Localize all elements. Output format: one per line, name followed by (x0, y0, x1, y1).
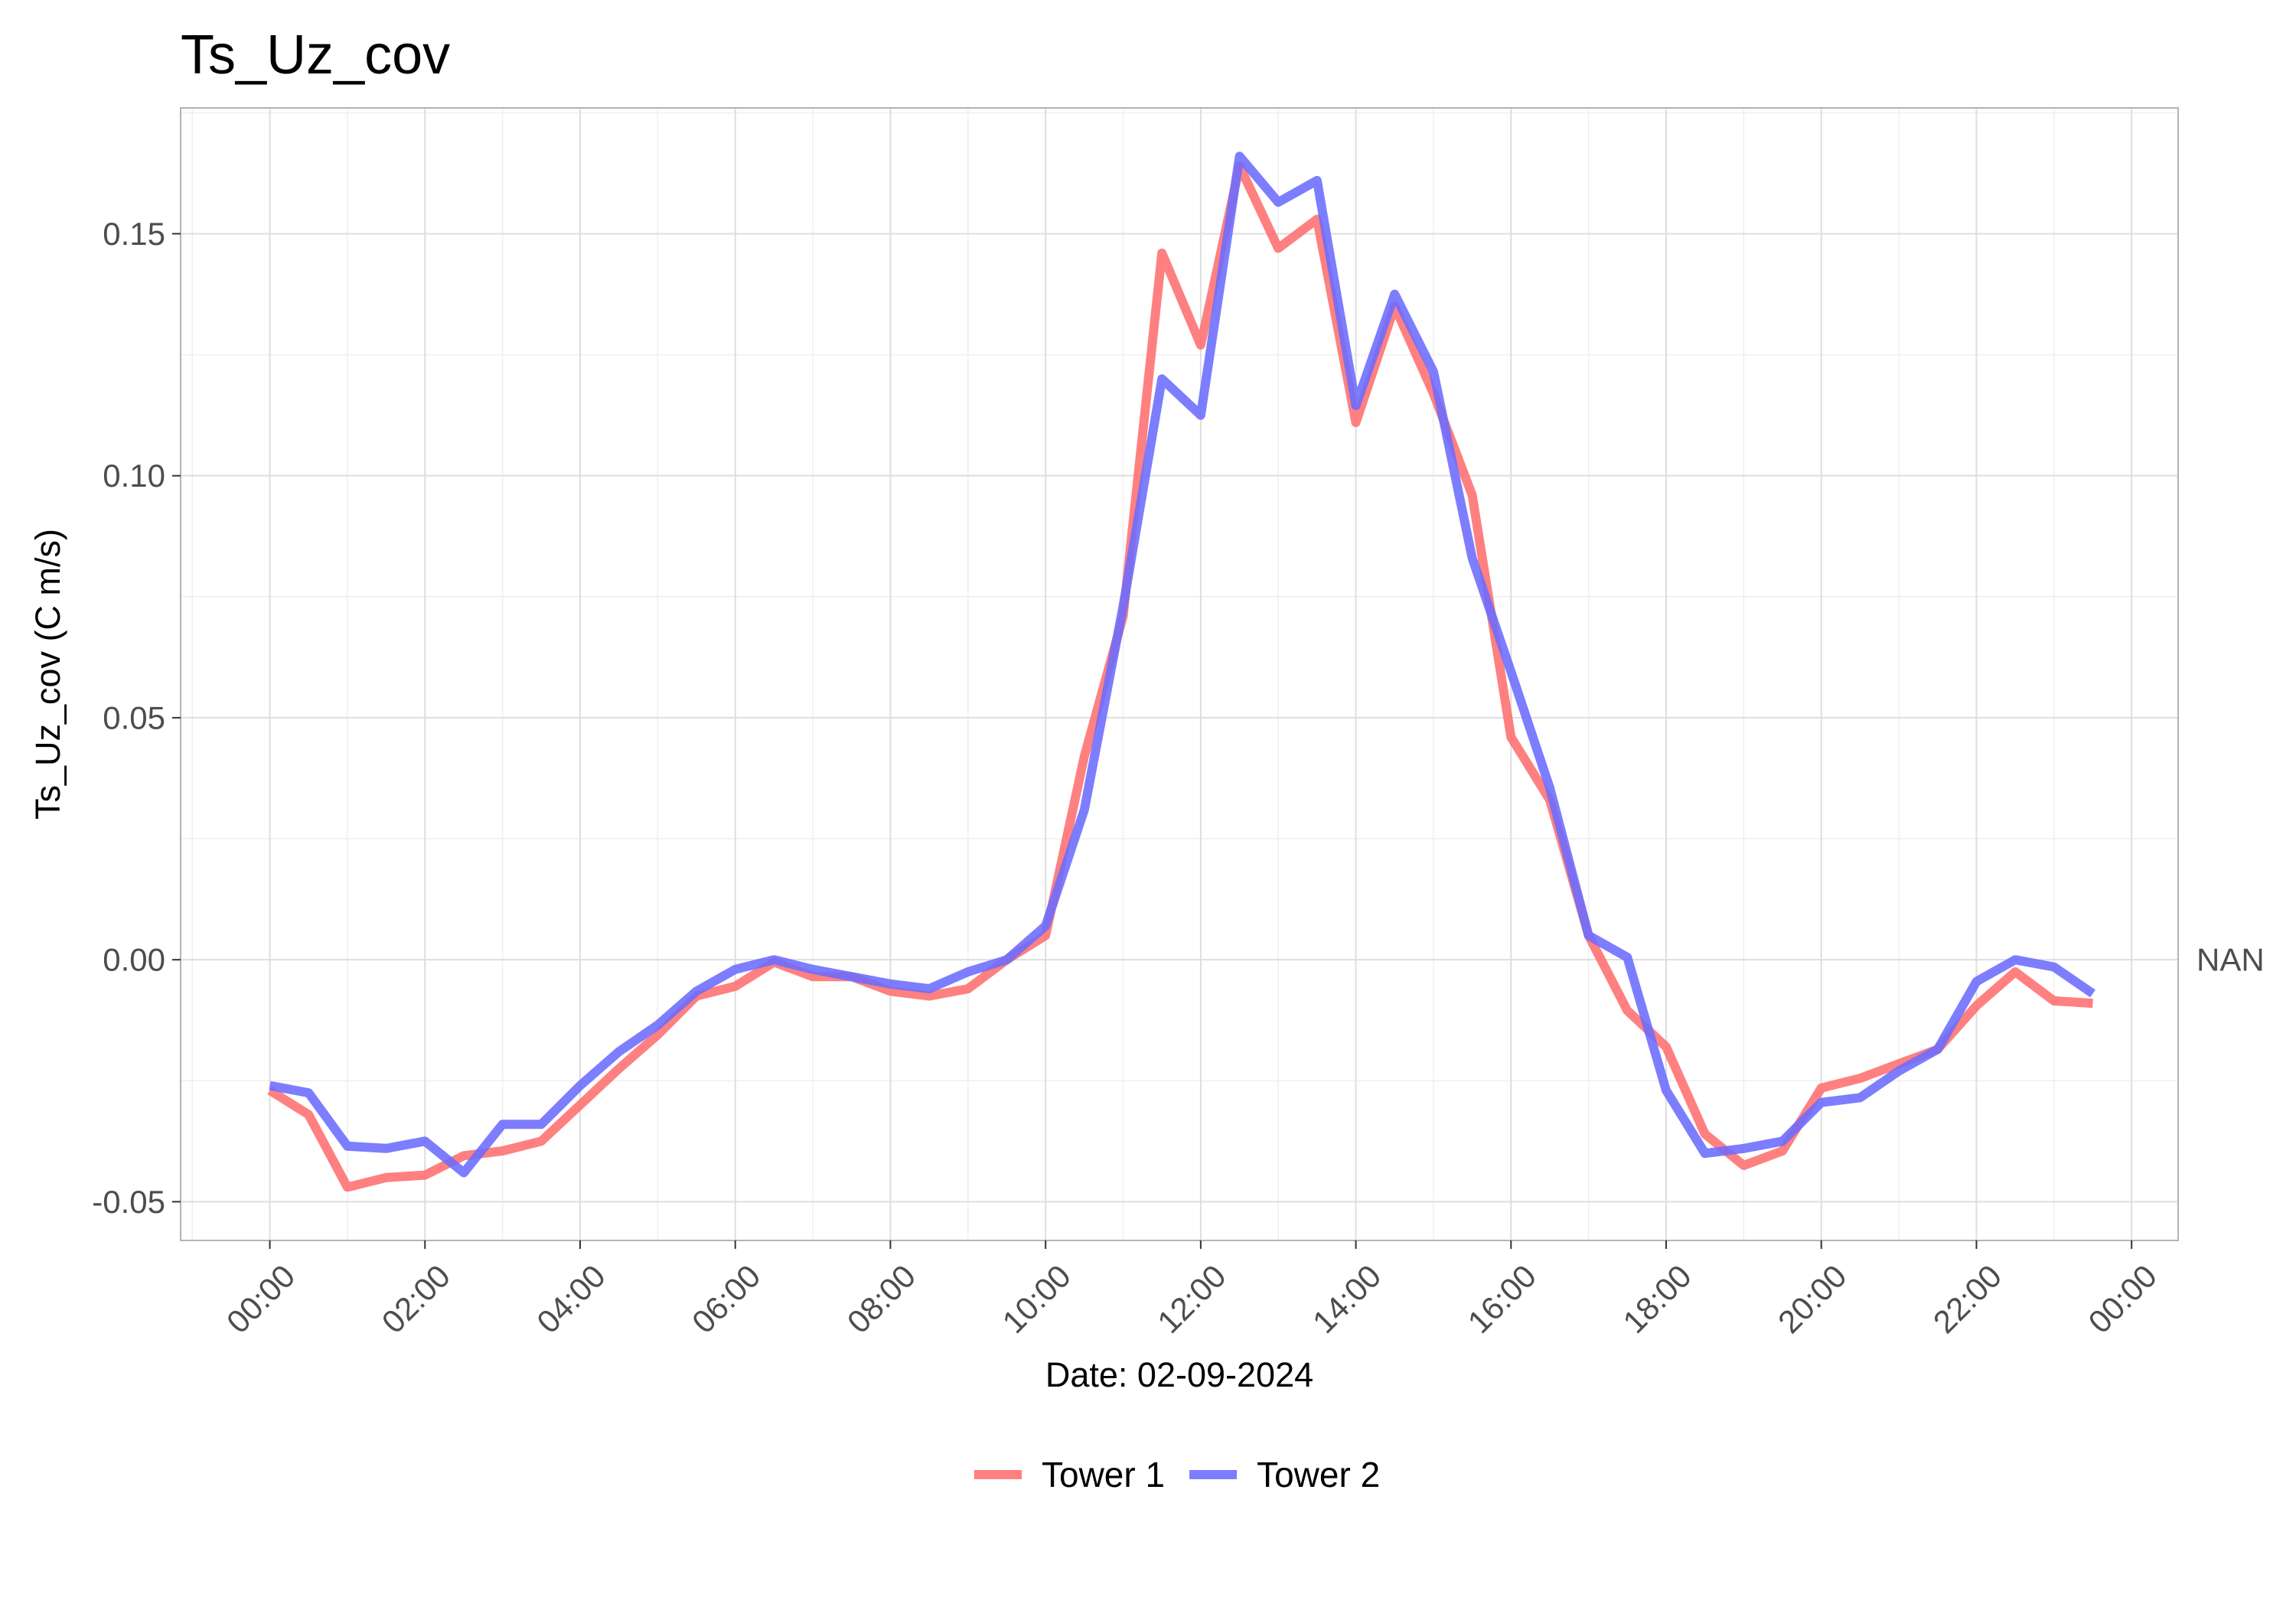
y-tick-label: -0.05 (92, 1184, 165, 1220)
plot-panel-border (180, 107, 2179, 1241)
series-line-tower-2 (269, 152, 2095, 1178)
x-tick-label: 20:00 (1771, 1258, 1854, 1341)
legend-label-tower-2: Tower 2 (1257, 1455, 1380, 1495)
x-axis-ticks: 00:00 02:00 04:00 06:00 08:00 10:00 12:00 14:00… (220, 1240, 2164, 1340)
x-tick-label: 02:00 (375, 1258, 458, 1341)
x-axis-title: Date: 02-09-2024 (1045, 1355, 1313, 1394)
x-tick-label: 16:00 (1461, 1258, 1544, 1341)
series-line-tower-1 (267, 161, 2093, 1192)
y-axis-ticks: -0.05 0.00 0.05 0.10 0.15 (92, 216, 181, 1220)
legend-label-tower-1: Tower 1 (1042, 1455, 1165, 1495)
series-lines (267, 152, 2095, 1192)
x-tick-label: 06:00 (685, 1258, 768, 1341)
x-tick-label: 22:00 (1926, 1258, 2009, 1341)
secondary-y-label: NAN (2197, 942, 2265, 978)
major-gridlines (181, 108, 2178, 1240)
minor-gridlines (181, 108, 2178, 1240)
y-axis-title: Ts_Uz_cov (C m/s) (28, 529, 67, 820)
x-tick-label: 14:00 (1306, 1258, 1388, 1341)
x-tick-label: 00:00 (220, 1258, 302, 1341)
x-tick-label: 10:00 (995, 1258, 1078, 1341)
y-tick-label: 0.00 (103, 942, 165, 978)
x-tick-label: 08:00 (840, 1258, 923, 1341)
chart-title: Ts_Uz_cov (181, 24, 450, 86)
y-tick-label: 0.10 (103, 458, 165, 494)
x-tick-label: 00:00 (2081, 1258, 2164, 1341)
y-tick-label: 0.15 (103, 216, 165, 252)
y-tick-label: 0.05 (103, 699, 165, 735)
x-tick-label: 12:00 (1150, 1258, 1233, 1341)
x-tick-label: 18:00 (1616, 1258, 1698, 1341)
legend: Tower 1 Tower 2 (974, 1455, 1380, 1495)
x-tick-label: 04:00 (530, 1258, 612, 1341)
